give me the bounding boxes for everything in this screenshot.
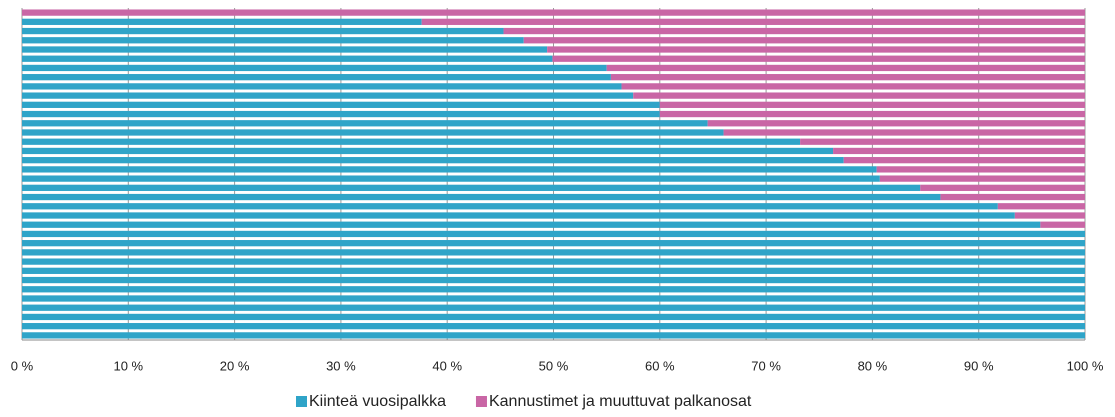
bar-segment [22,110,660,118]
bar-segment [606,64,1085,72]
bar-segment [22,27,504,35]
bar-segment [833,147,1085,155]
bar-segment [22,323,1085,330]
x-tick-label: 20 % [220,358,250,373]
x-tick-label: 90 % [964,358,994,373]
bar-segment [22,83,622,90]
bar-segment [552,55,1085,62]
bar-segment [22,249,1085,256]
bar-segment [940,193,1085,201]
bar-segment [22,18,422,25]
bar-segment [659,110,1085,118]
bar-segment [547,46,1085,53]
bar-segment [22,221,1041,228]
bar-segment [22,74,611,81]
bar-segment [421,18,1085,25]
bar-segment [707,120,1085,127]
bar-segment [22,138,801,145]
bar-segment [879,175,1085,182]
bar-segment [22,184,921,191]
bar-segment [523,37,1085,44]
bar-segment [22,101,660,108]
bar-segment [22,304,1085,311]
bar-segment [22,92,634,99]
bar-segment [22,55,553,62]
bar-segment [1014,212,1085,219]
bar-segment [22,276,1085,284]
bar-segment [22,37,524,44]
bar-segment [22,267,1085,274]
bar-segment [997,203,1085,210]
x-tick-label: 70 % [751,358,781,373]
bar-segment [876,166,1085,173]
bar-segment [621,83,1085,90]
legend-label: Kiinteä vuosipalkka [309,393,446,410]
bar-segment [22,212,1015,219]
x-tick-label: 100 % [1067,358,1104,373]
bar-segment [723,129,1085,136]
bar-segment [22,258,1085,265]
bar-segment [22,157,844,164]
x-tick-label: 0 % [11,358,34,373]
x-tick-label: 10 % [113,358,143,373]
x-tick-label: 50 % [539,358,569,373]
legend-swatch [475,396,487,407]
bar-segment [22,313,1085,321]
x-tick-label: 30 % [326,358,356,373]
bar-segment [503,27,1085,35]
bar-segment [920,184,1085,191]
bar-segment [22,64,607,72]
bar-segment [22,46,548,53]
bar-segment [22,166,877,173]
bar-segment [1040,221,1085,228]
bar-segment [22,295,1085,302]
bar-segment [22,193,941,201]
bar-segment [22,175,880,182]
bar-segment [659,101,1085,108]
legend-swatch [296,396,307,407]
bar-segment [22,147,834,155]
x-tick-label: 80 % [858,358,888,373]
x-tick-label: 60 % [645,358,675,373]
bar-segment [22,120,708,127]
bar-segment [800,138,1085,145]
bar-segment [22,286,1085,293]
bar-segment [22,203,998,210]
bar-segment [843,157,1085,164]
bar-segment [22,230,1085,238]
bar-segment [22,332,1085,339]
bar-segment [22,129,724,136]
bar-segment [610,74,1085,81]
bar-segment [22,9,1085,16]
legend-label: Kannustimet ja muuttuvat palkanosat [489,393,752,410]
bar-segment [633,92,1085,99]
bar-segment [22,240,1085,247]
x-tick-label: 40 % [432,358,462,373]
